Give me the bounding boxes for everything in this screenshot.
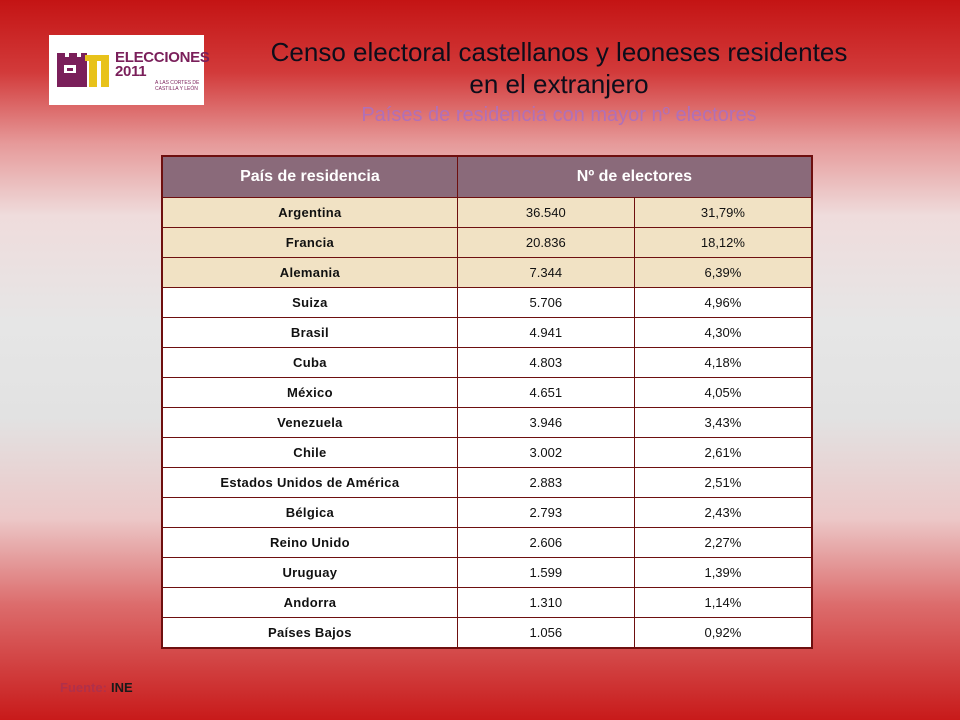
- electors-cell: 3.946: [456, 407, 635, 438]
- page-title: Censo electoral castellanos y leoneses r…: [214, 36, 904, 100]
- electors-cell: 36.540: [456, 197, 635, 228]
- electors-cell: 4.941: [456, 317, 635, 348]
- country-cell: Reino Unido: [161, 527, 458, 558]
- logo-sub-line1: A LAS CORTES DE: [155, 80, 200, 86]
- logo-subtext: A LAS CORTES DE CASTILLA Y LEÓN: [155, 80, 201, 92]
- electors-cell: 7.344: [456, 257, 635, 288]
- title-line2: en el extranjero: [469, 69, 649, 99]
- percent-cell: 4,18%: [633, 347, 813, 378]
- country-cell: Bélgica: [161, 497, 458, 528]
- table-row: Suiza 5.706 4,96%: [161, 287, 813, 318]
- castle-logo-icon: [57, 53, 109, 87]
- country-cell: Suiza: [161, 287, 458, 318]
- source-label: Fuente:: [60, 680, 107, 695]
- electors-cell: 5.706: [456, 287, 635, 318]
- table-row: Países Bajos 1.056 0,92%: [161, 617, 813, 649]
- electors-table: País de residencia Nº de electores Argen…: [161, 155, 813, 649]
- country-cell: Andorra: [161, 587, 458, 618]
- title-line1: Censo electoral castellanos y leoneses r…: [270, 37, 848, 67]
- percent-cell: 4,30%: [633, 317, 813, 348]
- electors-cell: 4.651: [456, 377, 635, 408]
- electors-cell: 2.883: [456, 467, 635, 498]
- table-row: Estados Unidos de América 2.883 2,51%: [161, 467, 813, 498]
- table-row: Cuba 4.803 4,18%: [161, 347, 813, 378]
- electors-cell: 1.599: [456, 557, 635, 588]
- country-cell: México: [161, 377, 458, 408]
- table-row: Reino Unido 2.606 2,27%: [161, 527, 813, 558]
- percent-cell: 1,14%: [633, 587, 813, 618]
- electors-cell: 1.056: [456, 617, 635, 649]
- country-cell: Venezuela: [161, 407, 458, 438]
- table-row: Argentina 36.540 31,79%: [161, 197, 813, 228]
- table-body: Argentina 36.540 31,79% Francia 20.836 18,12%…: [161, 197, 813, 649]
- percent-cell: 31,79%: [633, 197, 813, 228]
- table-header-row: País de residencia Nº de electores: [161, 155, 813, 198]
- table-row: Alemania 7.344 6,39%: [161, 257, 813, 288]
- percent-cell: 1,39%: [633, 557, 813, 588]
- country-cell: Francia: [161, 227, 458, 258]
- source-note: Fuente: INE: [60, 680, 133, 695]
- percent-cell: 2,51%: [633, 467, 813, 498]
- source-value: INE: [110, 680, 133, 695]
- country-cell: Estados Unidos de América: [161, 467, 458, 498]
- percent-cell: 2,61%: [633, 437, 813, 468]
- table-row: Brasil 4.941 4,30%: [161, 317, 813, 348]
- logo-word-top: ELECCIONES: [115, 49, 210, 66]
- table-row: Francia 20.836 18,12%: [161, 227, 813, 258]
- country-cell: Países Bajos: [161, 617, 458, 649]
- column-header-electors: Nº de electores: [456, 155, 813, 198]
- percent-cell: 2,27%: [633, 527, 813, 558]
- table-row: Bélgica 2.793 2,43%: [161, 497, 813, 528]
- percent-cell: 6,39%: [633, 257, 813, 288]
- logo-sub-line2: CASTILLA Y LEÓN: [155, 86, 198, 92]
- table-row: Chile 3.002 2,61%: [161, 437, 813, 468]
- percent-cell: 0,92%: [633, 617, 813, 649]
- percent-cell: 18,12%: [633, 227, 813, 258]
- percent-cell: 4,05%: [633, 377, 813, 408]
- elecciones-logo: ELECCIONES 2011 A LAS CORTES DE CASTILLA…: [49, 35, 210, 105]
- electors-cell: 3.002: [456, 437, 635, 468]
- logo-wordmark: ELECCIONES 2011: [115, 49, 210, 80]
- logo-word-bottom: 2011: [115, 63, 147, 80]
- country-cell: Alemania: [161, 257, 458, 288]
- table-row: Andorra 1.310 1,14%: [161, 587, 813, 618]
- country-cell: Brasil: [161, 317, 458, 348]
- country-cell: Cuba: [161, 347, 458, 378]
- page-subtitle: Países de residencia con mayor nº electo…: [361, 104, 757, 126]
- table-row: Venezuela 3.946 3,43%: [161, 407, 813, 438]
- table-row: México 4.651 4,05%: [161, 377, 813, 408]
- country-cell: Uruguay: [161, 557, 458, 588]
- percent-cell: 3,43%: [633, 407, 813, 438]
- country-cell: Argentina: [161, 197, 458, 228]
- electors-cell: 4.803: [456, 347, 635, 378]
- column-header-country: País de residencia: [161, 155, 458, 198]
- percent-cell: 2,43%: [633, 497, 813, 528]
- country-cell: Chile: [161, 437, 458, 468]
- percent-cell: 4,96%: [633, 287, 813, 318]
- electors-cell: 2.606: [456, 527, 635, 558]
- electors-cell: 2.793: [456, 497, 635, 528]
- table-row: Uruguay 1.599 1,39%: [161, 557, 813, 588]
- electors-cell: 20.836: [456, 227, 635, 258]
- electors-cell: 1.310: [456, 587, 635, 618]
